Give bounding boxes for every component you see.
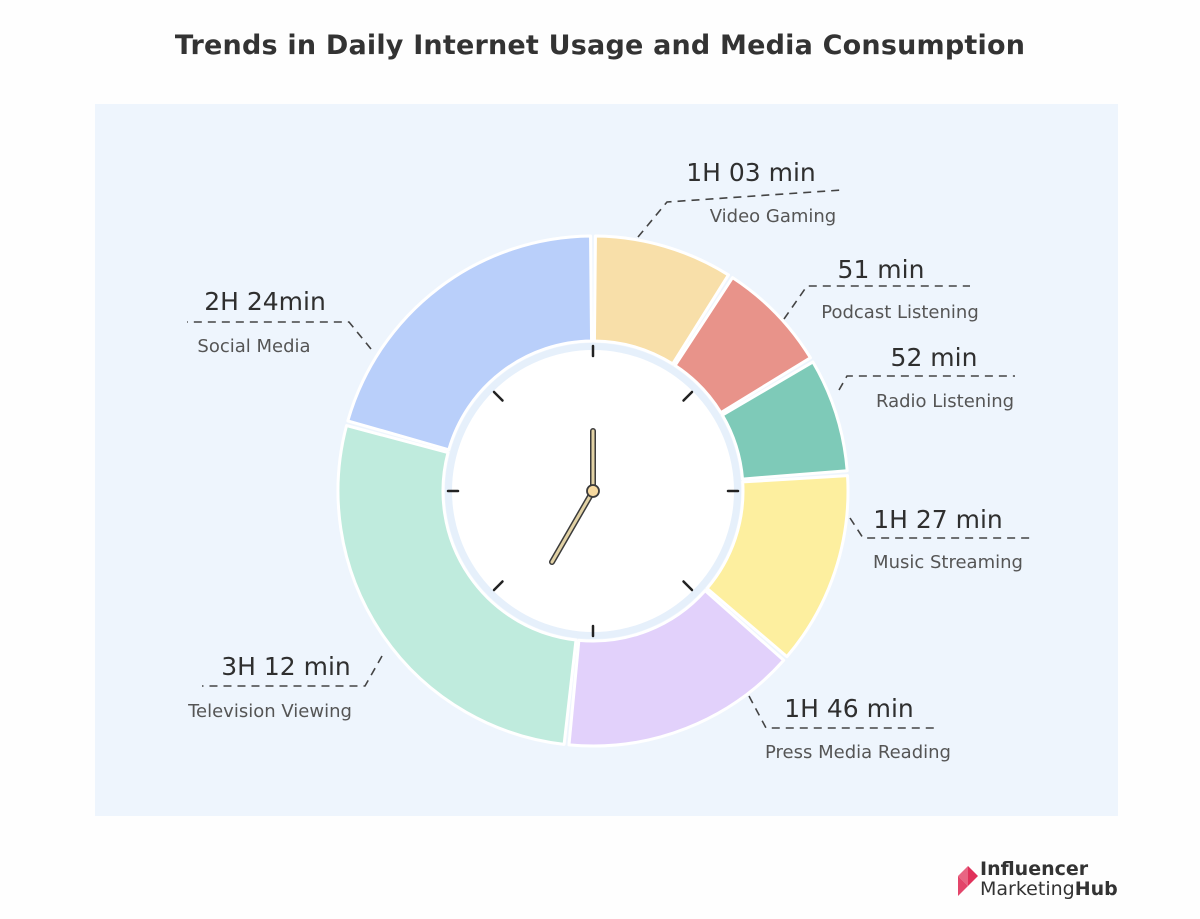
value-label-video-gaming: 1H 03 min — [686, 158, 816, 187]
segment-press-media-reading — [567, 589, 786, 748]
segment-television-viewing — [336, 424, 578, 746]
category-label-radio-listening: Radio Listening — [876, 391, 1014, 412]
clock-tick — [492, 580, 504, 592]
segment-podcast-listening — [673, 276, 812, 415]
segment-video-gaming — [592, 234, 730, 366]
leader-video-gaming — [637, 189, 843, 238]
category-label-social-media: Social Media — [197, 336, 310, 357]
leader-television-viewing — [202, 655, 383, 687]
chart-title: Trends in Daily Internet Usage and Media… — [174, 30, 1026, 61]
leader-social-media — [187, 321, 372, 350]
logo-line-2: MarketingHub — [980, 878, 1118, 900]
leader-music-streaming — [849, 517, 1030, 539]
influencer-marketing-hub-logo: Influencer MarketingHub — [956, 858, 1156, 906]
hour-hand — [550, 489, 595, 564]
clock-tick — [492, 390, 504, 402]
category-label-television-viewing: Television Viewing — [187, 701, 352, 722]
donut-clock-chart: 1H 03 min Video Gaming 51 min Podcast Liste… — [187, 158, 1030, 763]
category-label-music-streaming: Music Streaming — [873, 552, 1023, 573]
chart-panel: 1H 03 min Video Gaming 51 min Podcast Liste… — [95, 104, 1118, 816]
value-label-radio-listening: 52 min — [891, 343, 978, 372]
segment-music-streaming — [705, 474, 850, 659]
value-label-social-media: 2H 24min — [204, 287, 326, 316]
leader-radio-listening — [838, 375, 1015, 391]
segment-radio-listening — [720, 360, 849, 481]
segment-social-media — [346, 234, 594, 452]
value-label-press-media-reading: 1H 46 min — [784, 694, 914, 723]
category-label-press-media-reading: Press Media Reading — [765, 742, 951, 763]
clock-tick — [682, 580, 694, 592]
category-label-video-gaming: Video Gaming — [710, 206, 837, 227]
value-label-television-viewing: 3H 12 min — [221, 652, 351, 681]
category-label-podcast-listening: Podcast Listening — [821, 302, 979, 323]
value-label-music-streaming: 1H 27 min — [873, 505, 1003, 534]
logo-line-1: Influencer — [980, 858, 1089, 880]
brand-diamond-icon — [958, 866, 978, 896]
clock-center-pin — [586, 484, 600, 498]
value-label-podcast-listening: 51 min — [838, 255, 925, 284]
clock-tick — [682, 390, 694, 402]
